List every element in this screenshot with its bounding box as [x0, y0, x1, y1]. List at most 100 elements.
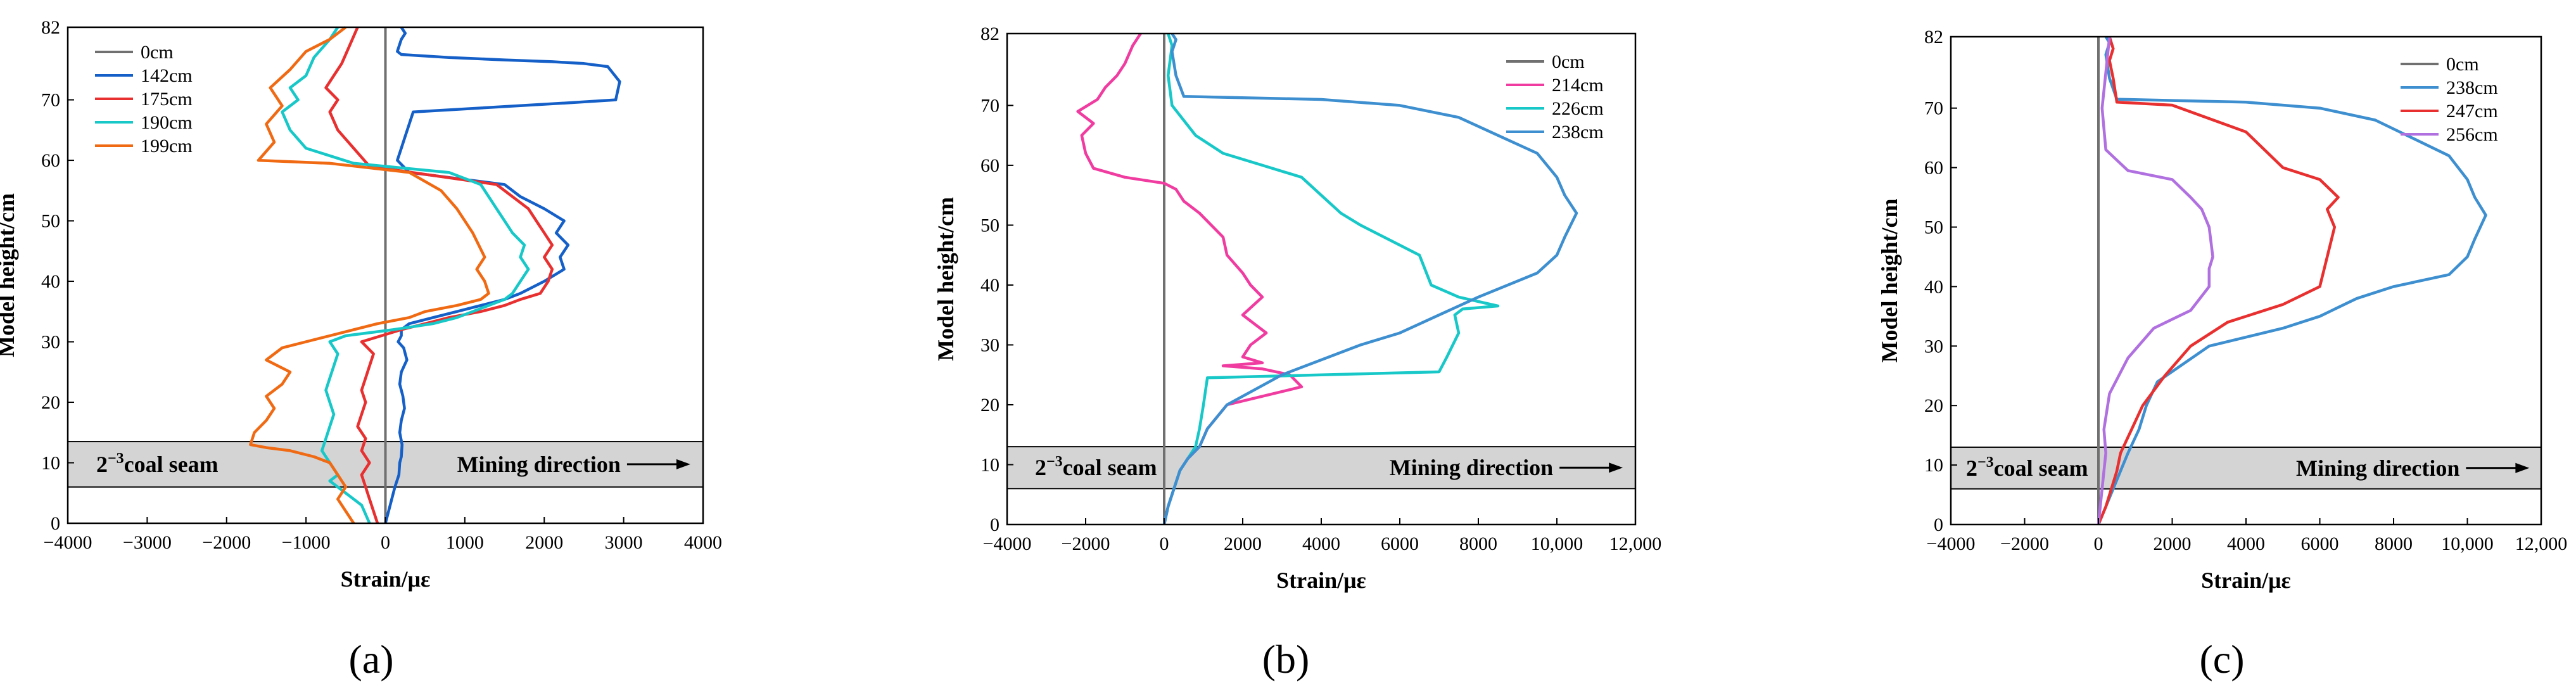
y-tick-label: 30	[41, 332, 60, 353]
y-axis-label: Model height/cm	[933, 197, 958, 361]
y-tick-label: 50	[41, 211, 60, 232]
x-tick-label: −2000	[2000, 533, 2049, 554]
legend-label-190cm: 190cm	[141, 112, 193, 133]
y-tick-label: 82	[980, 23, 999, 44]
x-axis-label: Strain/με	[2201, 568, 2291, 593]
legend-label-199cm: 199cm	[141, 136, 193, 156]
series-line-256cm	[2097, 36, 2214, 525]
x-tick-label: 4000	[2227, 533, 2265, 554]
series-line-247cm	[2097, 36, 2340, 525]
chart-panel-1: 2−3coal seam Mining direction −4000 −3000 −2…	[0, 17, 722, 682]
x-tick-label: 1000	[446, 532, 484, 553]
y-tick-label: 10	[1924, 455, 1943, 476]
x-tick-label: 2000	[1224, 533, 1262, 554]
x-tick-label: 6000	[1381, 533, 1419, 554]
mining-direction-label: Mining direction	[1390, 455, 1553, 480]
y-tick-label: 10	[41, 453, 60, 474]
y-tick-label: 60	[1924, 158, 1943, 179]
y-tick-label: 60	[980, 155, 999, 176]
chart-panel-2: 2−3coal seam Mining direction −4000 −2000 0 2…	[933, 23, 1661, 682]
x-tick-label: 2000	[525, 532, 563, 553]
legend-label-175cm: 175cm	[141, 89, 193, 110]
x-axis-label: Strain/με	[341, 566, 431, 592]
y-tick-label: 70	[980, 95, 999, 116]
x-tick-label: −4000	[983, 533, 1032, 554]
series-line-142cm	[384, 26, 621, 524]
y-tick-label: 0	[990, 514, 999, 535]
x-tick-label: 10,000	[2441, 533, 2494, 554]
x-tick-label: 0	[381, 532, 390, 553]
series-line-190cm	[281, 26, 530, 524]
y-tick-label: 40	[41, 271, 60, 292]
y-tick-label: 40	[1924, 276, 1943, 297]
mining-direction-label: Mining direction	[457, 452, 621, 477]
mining-direction-arrowhead	[1609, 462, 1623, 473]
x-tick-label: −4000	[44, 532, 92, 553]
legend-label-247cm: 247cm	[2446, 101, 2498, 122]
x-tick-label: −2000	[202, 532, 251, 553]
x-tick-label: 12,000	[2515, 533, 2568, 554]
series-line-238cm	[1162, 32, 1578, 525]
y-tick-label: 20	[1924, 395, 1943, 416]
legend-label-0cm: 0cm	[1552, 51, 1585, 72]
x-tick-label: 4000	[1302, 533, 1340, 554]
coal-seam-label: 2−3coal seam	[1966, 454, 2088, 481]
y-tick-label: 20	[980, 395, 999, 416]
x-tick-label: −2000	[1062, 533, 1110, 554]
y-tick-label: 30	[1924, 336, 1943, 357]
series-line-175cm	[324, 27, 554, 524]
x-axis-label: Strain/με	[1276, 568, 1366, 593]
legend-label-142cm: 142cm	[141, 65, 193, 86]
x-tick-label: 12,000	[1609, 533, 1662, 554]
y-tick-label: 0	[1934, 514, 1943, 535]
x-tick-label: −1000	[282, 532, 331, 553]
legend-label-214cm: 214cm	[1552, 75, 1604, 96]
legend-label-256cm: 256cm	[2446, 124, 2498, 145]
x-tick-label: 2000	[2154, 533, 2192, 554]
x-tick-label: 8000	[1459, 533, 1497, 554]
y-tick-label: 0	[51, 513, 60, 534]
mining-direction-arrowhead	[2515, 462, 2530, 473]
series-line-238cm	[2097, 35, 2487, 525]
coal-seam-band	[1950, 446, 2542, 490]
x-tick-label: 3000	[605, 532, 643, 553]
y-tick-label: 70	[1924, 98, 1943, 119]
y-tick-label: 20	[41, 392, 60, 413]
coal-seam-label: 2−3coal seam	[1035, 454, 1157, 480]
coal-seam-label: 2−3coal seam	[96, 450, 219, 477]
panel-label: (b)	[1262, 637, 1310, 682]
series-line-199cm	[249, 26, 490, 525]
y-tick-label: 82	[1924, 27, 1943, 48]
legend-label-238cm: 238cm	[1552, 122, 1604, 143]
y-axis-label: Model height/cm	[0, 193, 19, 357]
legend-label-0cm: 0cm	[141, 42, 174, 63]
x-tick-label: 4000	[684, 532, 722, 553]
x-tick-label: 8000	[2375, 533, 2413, 554]
y-tick-label: 50	[1924, 217, 1943, 238]
y-tick-label: 82	[41, 17, 60, 38]
x-tick-label: −4000	[1927, 533, 1976, 554]
chart-panel-3: 2−3coal seam Mining direction −4000 −2000 0 2…	[1877, 27, 2567, 682]
legend-label-0cm: 0cm	[2446, 54, 2479, 75]
legend-label-238cm: 238cm	[2446, 77, 2498, 98]
x-tick-label: 0	[2094, 533, 2103, 554]
y-axis-label: Model height/cm	[1877, 199, 1902, 363]
y-tick-label: 30	[980, 334, 999, 355]
mining-direction-label: Mining direction	[2296, 455, 2459, 481]
y-tick-label: 50	[980, 215, 999, 236]
x-tick-label: 0	[1160, 533, 1169, 554]
x-tick-label: 6000	[2301, 533, 2339, 554]
y-tick-label: 40	[980, 275, 999, 296]
y-tick-label: 70	[41, 90, 60, 111]
mining-direction-arrowhead	[676, 459, 690, 469]
panel-label: (c)	[2199, 637, 2244, 682]
y-tick-label: 60	[41, 150, 60, 171]
y-tick-label: 10	[980, 454, 999, 475]
x-tick-label: −3000	[123, 532, 172, 553]
legend-label-226cm: 226cm	[1552, 98, 1604, 119]
x-tick-label: 10,000	[1531, 533, 1583, 554]
